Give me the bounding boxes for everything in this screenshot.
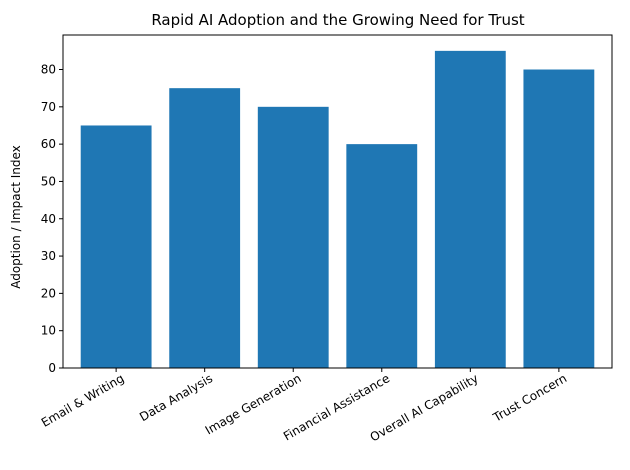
bar-4	[434, 50, 506, 369]
x-tick-label: Email & Writing	[39, 371, 127, 430]
y-tick-label: 50	[41, 174, 56, 188]
bar-3	[346, 144, 418, 368]
x-tick-label: Trust Concern	[490, 371, 569, 425]
x-tick-label: Data Analysis	[137, 371, 215, 424]
y-tick-label: 30	[41, 249, 56, 263]
bars-group	[80, 50, 595, 369]
bar-5	[523, 69, 595, 368]
y-tick-label: 80	[41, 63, 56, 77]
y-tick-label: 70	[41, 100, 56, 114]
y-tick-label: 40	[41, 212, 56, 226]
y-tick-label: 10	[41, 324, 56, 338]
y-tick-label: 60	[41, 137, 56, 151]
bar-0	[80, 125, 152, 368]
plot-frame	[62, 34, 613, 369]
bar-1	[169, 88, 241, 369]
y-tick-label: 0	[48, 361, 56, 375]
y-tick-label: 20	[41, 286, 56, 300]
chart-title: Rapid AI Adoption and the Growing Need f…	[151, 11, 524, 29]
y-axis-label: Adoption / Impact Index	[9, 145, 23, 289]
bar-2	[257, 106, 329, 368]
